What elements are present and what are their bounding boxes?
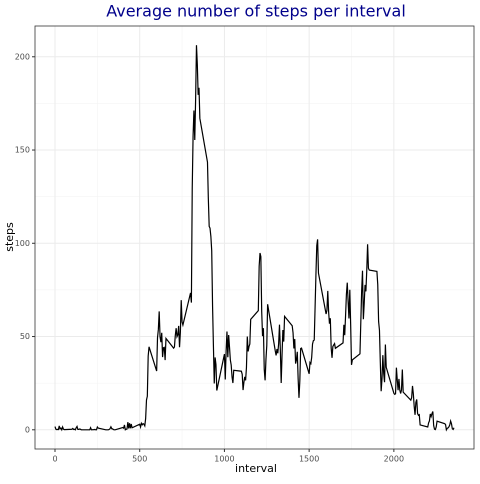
panel-border xyxy=(34,25,475,450)
y-tick-label: 0 xyxy=(25,425,30,434)
x-tick-label: 1500 xyxy=(299,455,319,464)
y-tick-label: 150 xyxy=(15,146,30,155)
y-tick-label: 100 xyxy=(15,239,30,248)
y-tick-label: 200 xyxy=(15,52,30,61)
data-line xyxy=(54,45,455,432)
x-tick-label: 0 xyxy=(52,455,57,464)
x-tick-label: 1000 xyxy=(214,455,234,464)
y-axis-label: steps xyxy=(3,222,16,252)
x-axis-label: interval xyxy=(235,462,277,475)
chart-title: Average number of steps per interval xyxy=(106,2,406,21)
x-tick-label: 2000 xyxy=(384,455,404,464)
panel-background xyxy=(35,26,474,449)
y-tick-label: 50 xyxy=(20,332,30,341)
x-tick-label: 500 xyxy=(132,455,147,464)
